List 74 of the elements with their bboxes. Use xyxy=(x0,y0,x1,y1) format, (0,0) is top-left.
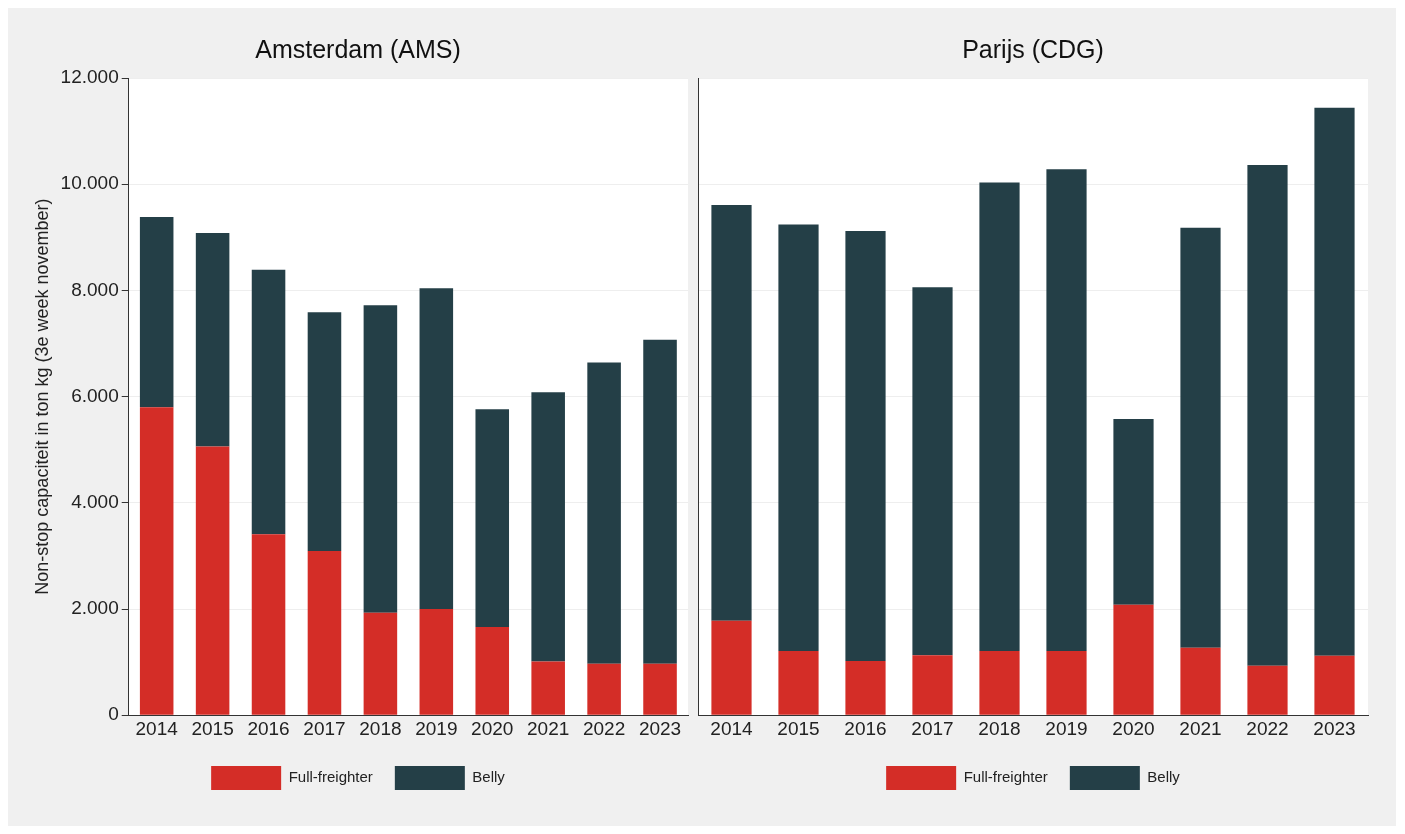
bar xyxy=(1247,165,1288,666)
x-tick-label: 2018 xyxy=(978,717,1021,739)
bar xyxy=(643,663,677,715)
bar xyxy=(587,663,621,715)
x-tick-label: 2022 xyxy=(1246,717,1289,739)
x-tick-label: 2020 xyxy=(1112,717,1155,739)
bar xyxy=(531,661,565,715)
legend-label: Belly xyxy=(472,768,506,786)
bar xyxy=(912,655,953,715)
bar xyxy=(1180,227,1221,648)
bar xyxy=(845,661,886,715)
y-tick-label: 8.000 xyxy=(71,278,119,300)
x-tick-label: 2014 xyxy=(135,717,179,739)
bar xyxy=(1247,665,1288,715)
x-tick-label: 2021 xyxy=(1179,717,1222,739)
bar xyxy=(778,650,819,715)
bar xyxy=(195,446,230,715)
y-tick-label: 4.000 xyxy=(71,491,119,513)
bar xyxy=(363,305,398,613)
chart-title: Parijs (CDG) xyxy=(962,34,1104,63)
bar xyxy=(419,288,454,609)
bar xyxy=(139,217,174,408)
y-tick-label: 0 xyxy=(108,703,119,725)
bar xyxy=(251,534,286,715)
bar xyxy=(475,627,510,715)
bar xyxy=(643,339,677,664)
legend-label: Full-freighter xyxy=(288,768,373,786)
chart-title: Amsterdam (AMS) xyxy=(255,34,461,63)
x-tick-label: 2017 xyxy=(911,717,954,739)
x-tick-label: 2023 xyxy=(1313,717,1356,739)
bar xyxy=(1046,169,1087,651)
x-tick-label: 2023 xyxy=(638,717,682,739)
bar xyxy=(139,407,174,715)
x-tick-label: 2019 xyxy=(1045,717,1088,739)
bar xyxy=(711,620,752,715)
bar xyxy=(711,204,752,621)
x-tick-label: 2021 xyxy=(527,717,570,739)
y-tick-label: 12.000 xyxy=(60,66,119,88)
bar xyxy=(307,551,342,715)
x-tick-label: 2022 xyxy=(582,717,626,739)
bar xyxy=(1046,650,1087,715)
x-tick-label: 2016 xyxy=(247,717,290,739)
bar xyxy=(307,312,342,552)
y-tick-label: 2.000 xyxy=(71,597,119,619)
x-tick-label: 2015 xyxy=(777,717,820,739)
bar xyxy=(1113,418,1154,605)
bar xyxy=(778,224,819,651)
x-tick-label: 2019 xyxy=(415,717,458,739)
x-tick-label: 2017 xyxy=(303,717,346,739)
x-tick-label: 2015 xyxy=(191,717,234,739)
legend-label: Full-freighter xyxy=(963,768,1048,786)
x-tick-label: 2014 xyxy=(710,717,754,739)
y-tick-label: 10.000 xyxy=(60,172,119,194)
x-tick-label: 2018 xyxy=(359,717,402,739)
y-axis-title: Non-stop capaciteit in ton kg (3e week november) xyxy=(31,198,52,595)
bar xyxy=(1113,604,1154,715)
bar xyxy=(912,287,953,656)
x-tick-label: 2020 xyxy=(471,717,514,739)
bar xyxy=(979,182,1020,651)
legend-label: Belly xyxy=(1147,768,1181,786)
bar xyxy=(1180,647,1221,715)
bar xyxy=(363,612,398,715)
bar xyxy=(587,362,621,664)
bar xyxy=(1314,655,1355,715)
bar xyxy=(475,409,510,628)
bar xyxy=(251,269,286,535)
bar xyxy=(979,650,1020,715)
bar xyxy=(195,233,230,447)
bar xyxy=(419,609,454,715)
bar xyxy=(531,392,565,662)
x-tick-label: 2016 xyxy=(844,717,887,739)
bar xyxy=(845,230,886,662)
bar xyxy=(1314,107,1355,656)
y-tick-label: 6.000 xyxy=(71,384,119,406)
